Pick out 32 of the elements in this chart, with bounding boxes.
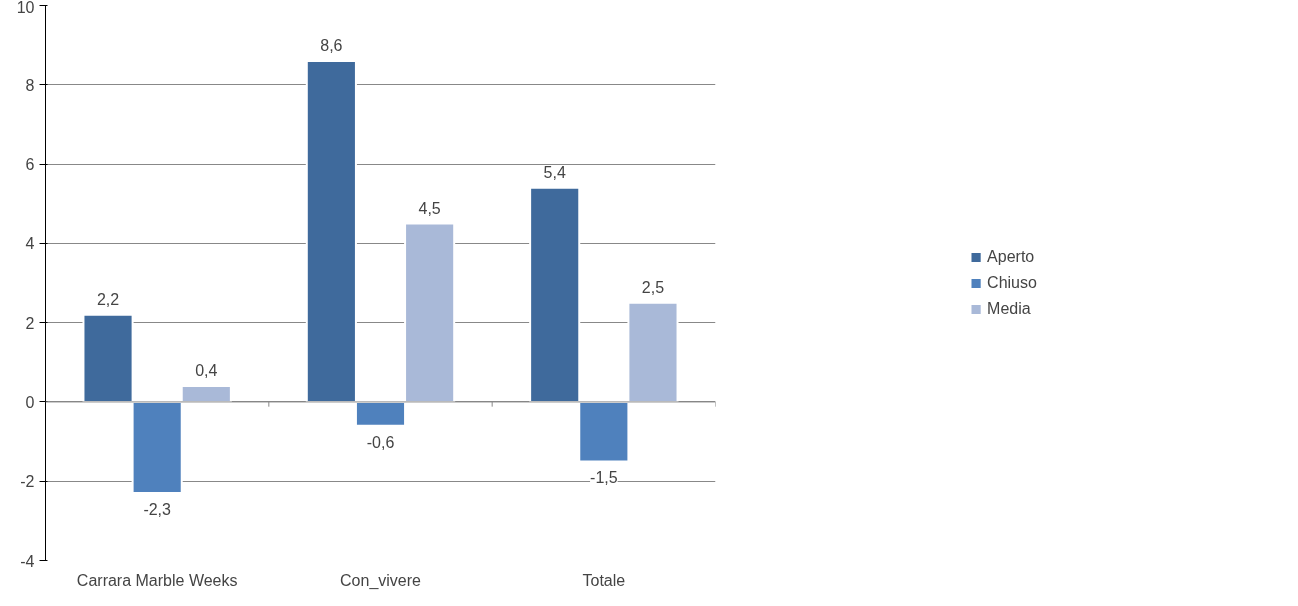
data-label: 2,2 [96, 290, 120, 308]
data-label: 8,6 [320, 37, 343, 54]
data-label: 0,4 [195, 362, 218, 380]
data-label: -1,5 [590, 469, 618, 487]
y-tick-label: 8 [25, 76, 35, 94]
bar [627, 301, 679, 403]
x-tick-label: Totale [582, 571, 626, 589]
y-tick-label: 6 [25, 156, 35, 174]
y-tick-label: 10 [16, 0, 35, 16]
bar [131, 400, 183, 495]
bar [354, 400, 407, 427]
bar [404, 222, 456, 403]
y-tick-label: 2 [25, 314, 35, 332]
bar [305, 60, 357, 403]
bar [180, 385, 232, 403]
y-tick-label: -2 [20, 473, 35, 491]
bar [529, 186, 581, 403]
data-label: 5,4 [543, 163, 566, 181]
x-tick-label: Con_vivere [340, 571, 422, 590]
x-tick-label: Carrara Marble Weeks [76, 571, 238, 589]
legend-label: Chiuso [987, 273, 1037, 292]
bar [82, 313, 134, 403]
data-label: -0,6 [366, 433, 395, 451]
data-label: 4,5 [418, 199, 441, 217]
data-label: 2,5 [641, 278, 665, 296]
y-tick-label: -4 [20, 552, 35, 570]
data-label: -2,3 [143, 501, 172, 519]
legend-label: Media [987, 299, 1031, 318]
y-tick-label: 0 [25, 393, 35, 411]
legend-label: Aperto [987, 247, 1035, 266]
bar [578, 400, 630, 463]
y-tick-label: 4 [25, 235, 35, 253]
